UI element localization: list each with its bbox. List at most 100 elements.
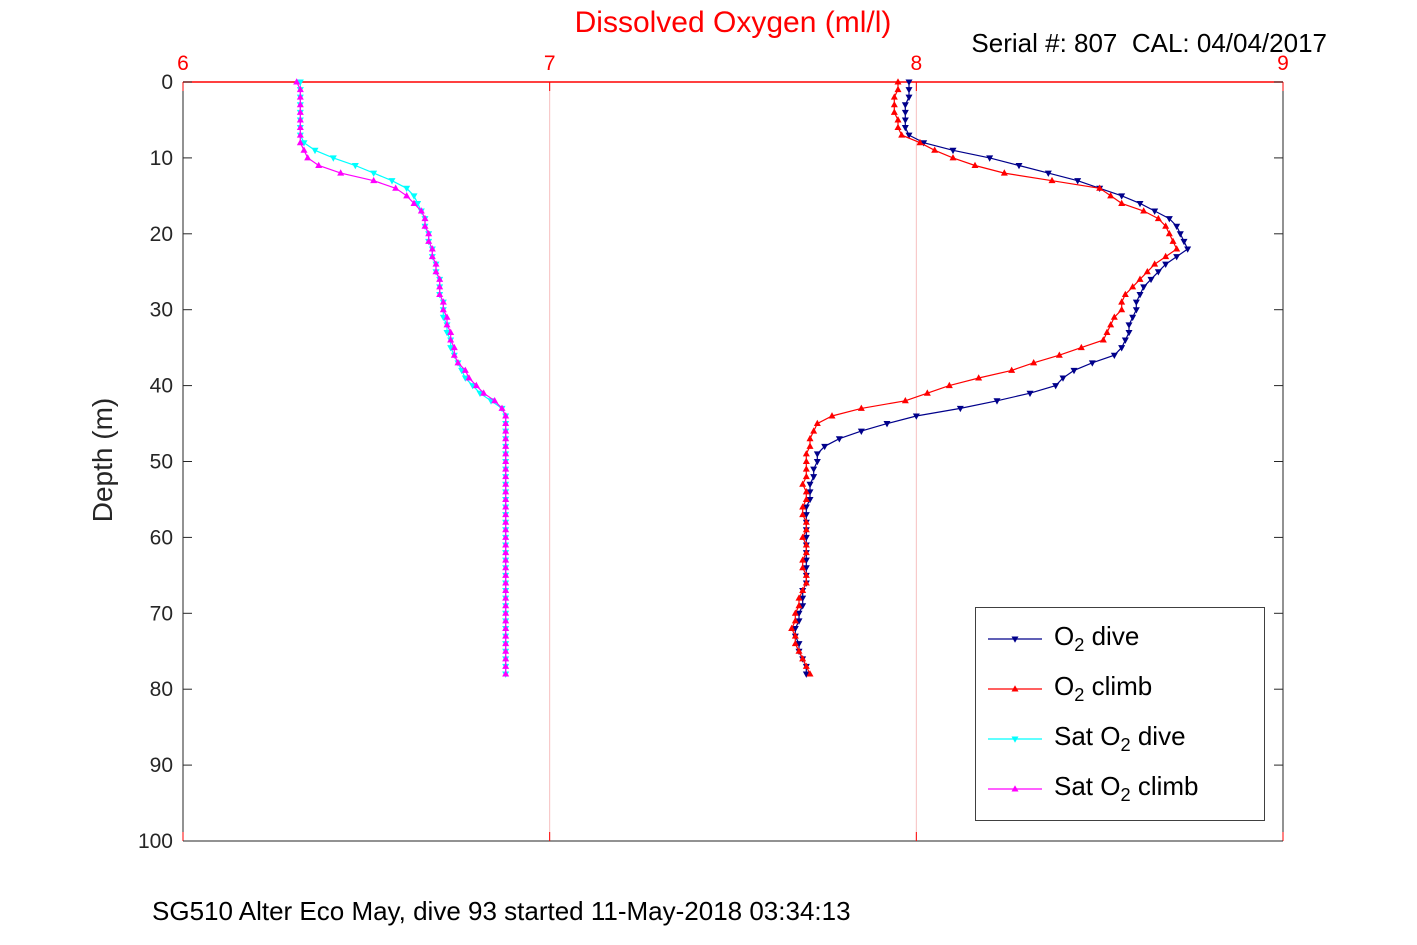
marker-triangle-down — [1165, 216, 1173, 223]
marker-triangle-up — [810, 427, 818, 434]
marker-triangle-up — [1096, 184, 1104, 191]
marker-triangle-up — [890, 93, 898, 100]
marker-triangle-down — [351, 162, 359, 170]
marker-triangle-up — [502, 472, 510, 480]
marker-triangle-up — [296, 108, 304, 115]
marker-triangle-up — [502, 434, 510, 442]
series-line-o2-climb — [791, 82, 1178, 675]
marker-triangle-up — [502, 541, 510, 548]
marker-triangle-up — [802, 571, 810, 578]
marker-triangle-down — [802, 671, 810, 678]
marker-triangle-up — [901, 396, 909, 404]
marker-triangle-up — [450, 343, 458, 351]
marker-triangle-up — [304, 154, 312, 161]
marker-triangle-up — [425, 237, 433, 244]
marker-triangle-up — [502, 495, 510, 502]
legend-label-o2-climb: O2 climb — [1054, 671, 1153, 706]
marker-triangle-down — [821, 443, 829, 451]
marker-triangle-up — [461, 366, 469, 373]
legend-label-sat-o2-dive: Sat O2 dive — [1054, 721, 1186, 756]
marker-triangle-down — [1132, 307, 1140, 314]
marker-triangle-down — [1162, 261, 1170, 268]
marker-triangle-down — [1070, 367, 1078, 375]
marker-triangle-down — [1052, 383, 1060, 390]
marker-triangle-up — [799, 563, 807, 571]
marker-triangle-down — [1173, 223, 1181, 231]
marker-triangle-up — [296, 93, 304, 100]
marker-triangle-down — [802, 504, 810, 511]
marker-triangle-up — [502, 427, 510, 434]
marker-triangle-up — [802, 495, 810, 502]
marker-triangle-up — [447, 336, 455, 343]
marker-triangle-up — [806, 442, 814, 449]
marker-triangle-down — [1154, 269, 1162, 276]
marker-triangle-up — [806, 670, 814, 677]
marker-triangle-up — [949, 154, 957, 161]
marker-triangle-up — [502, 412, 510, 419]
marker-triangle-down — [813, 459, 821, 466]
marker-triangle-down — [810, 466, 818, 473]
marker-triangle-down — [403, 185, 411, 193]
legend-item-o2-dive: O2 dive — [976, 614, 1264, 664]
marker-triangle-up — [454, 359, 462, 366]
marker-triangle-down — [901, 102, 909, 109]
marker-triangle-down — [806, 481, 814, 489]
marker-triangle-down — [1074, 178, 1082, 185]
marker-triangle-up — [1162, 252, 1170, 260]
marker-triangle-up — [502, 609, 510, 616]
marker-triangle-down — [439, 314, 447, 322]
marker-triangle-up — [432, 267, 440, 275]
marker-triangle-down — [905, 132, 913, 139]
marker-triangle-up — [300, 146, 308, 153]
y-tick-label: 70 — [150, 602, 173, 625]
marker-triangle-down — [1147, 276, 1155, 284]
marker-triangle-down — [986, 155, 994, 162]
x-tick-label: 6 — [177, 52, 189, 75]
marker-triangle-down — [461, 375, 469, 382]
marker-triangle-up — [502, 571, 510, 578]
marker-triangle-up — [428, 245, 436, 252]
legend-label-sat-o2-climb: Sat O2 climb — [1054, 771, 1199, 806]
marker-triangle-down — [802, 565, 810, 572]
series-line-o2-dive — [794, 82, 1189, 674]
marker-triangle-up — [806, 434, 814, 442]
marker-triangle-down — [1121, 337, 1129, 344]
marker-triangle-up — [890, 100, 898, 108]
marker-triangle-up — [799, 503, 807, 510]
marker-triangle-up — [293, 78, 301, 85]
marker-triangle-up — [439, 305, 447, 313]
marker-triangle-down — [802, 557, 810, 564]
marker-triangle-up — [472, 381, 480, 389]
y-tick-label: 40 — [150, 375, 173, 398]
marker-triangle-up — [898, 131, 906, 138]
marker-triangle-down — [912, 413, 920, 420]
marker-triangle-up — [502, 586, 510, 594]
marker-triangle-down — [806, 496, 814, 504]
marker-triangle-down — [1173, 254, 1181, 261]
marker-triangle-up — [296, 138, 304, 146]
marker-triangle-up — [799, 586, 807, 594]
series-o2-dive — [791, 79, 1192, 678]
marker-triangle-up — [1173, 245, 1181, 252]
marker-triangle-up — [971, 161, 979, 168]
marker-triangle-down — [296, 79, 304, 86]
marker-triangle-up — [491, 396, 499, 404]
y-tick-label: 90 — [150, 754, 173, 777]
marker-triangle-up — [296, 116, 304, 123]
marker-triangle-up — [428, 252, 436, 260]
marker-triangle-down — [799, 595, 807, 602]
marker-triangle-down — [857, 428, 865, 435]
marker-triangle-down — [802, 534, 810, 542]
marker-triangle-down — [1151, 208, 1159, 215]
marker-triangle-down — [993, 398, 1001, 405]
serial-cal-text: Serial #: 807 CAL: 04/04/2017 — [971, 28, 1327, 58]
marker-triangle-up — [502, 632, 510, 639]
marker-triangle-up — [1048, 176, 1056, 184]
marker-triangle-up — [890, 108, 898, 115]
y-tick-label: 100 — [138, 830, 173, 853]
marker-triangle-up — [802, 662, 810, 669]
legend-sample-o2-dive — [988, 636, 1042, 643]
marker-triangle-up — [502, 419, 510, 427]
marker-triangle-up — [1077, 343, 1085, 351]
